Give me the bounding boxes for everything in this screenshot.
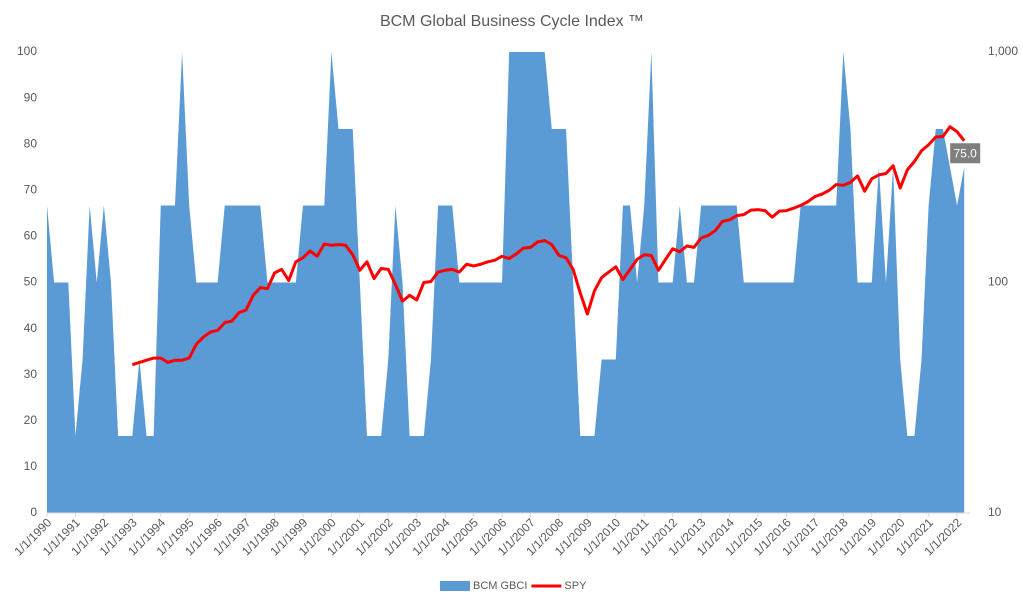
- y-tick-label: 0: [30, 505, 37, 519]
- y-tick-label: 30: [24, 367, 38, 381]
- y-tick-label: 60: [24, 229, 38, 243]
- line: [131, 125, 966, 367]
- y2-tick-label: 1,000: [988, 44, 1018, 58]
- y-tick-label: 10: [24, 459, 38, 473]
- legend-label: SPY: [564, 580, 587, 592]
- annotation: 75.0: [954, 146, 978, 160]
- chart-title: BCM Global Business Cycle Index ™: [380, 13, 644, 30]
- legend-swatch: [440, 581, 470, 591]
- y-tick-label: 100: [17, 44, 37, 58]
- area: [47, 52, 965, 513]
- annotation-box: [950, 143, 981, 164]
- y-tick-label: 40: [24, 321, 38, 335]
- legend-label: BCM GBCI: [473, 580, 527, 592]
- y2-tick-label: 10: [988, 505, 1002, 519]
- y-tick-label: 80: [24, 136, 38, 150]
- y-tick-label: 70: [24, 182, 38, 196]
- y-tick-label: 20: [24, 413, 38, 427]
- y-tick-label: 90: [24, 90, 38, 104]
- y2-tick-label: 100: [988, 275, 1008, 289]
- y-tick-label: 50: [24, 275, 38, 289]
